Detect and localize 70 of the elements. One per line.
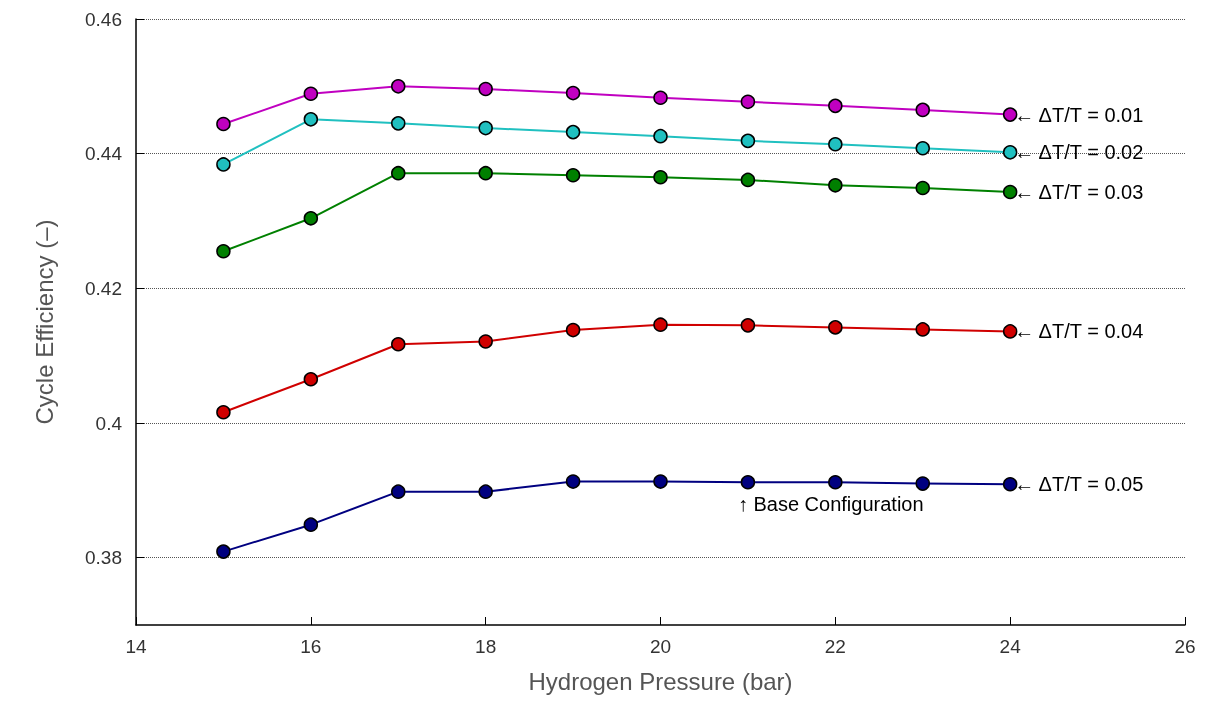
point [1002,107,1018,122]
point [216,404,231,420]
point [915,476,930,491]
x-tick-label: 26 [1174,636,1196,657]
point [653,317,668,332]
point [915,322,930,337]
point [391,116,406,131]
x-tick-label: 14 [125,636,147,657]
point [740,94,756,110]
point [216,544,231,559]
point [478,165,493,181]
point [1002,184,1018,200]
point [653,128,668,144]
x-tick-label: 16 [300,636,322,657]
point [1002,477,1018,492]
point [303,517,319,532]
x-tick-label: 24 [999,636,1022,657]
y-tick-label: 0.38 [85,547,122,569]
point [653,90,668,106]
annotation: ↑ Base Configuration [737,493,924,516]
point [216,116,231,132]
y-tick-label: 0.44 [85,143,123,165]
series-label: ← ΔT/T = 0.05 [1014,473,1144,496]
series-label: ← ΔT/T = 0.03 [1014,181,1144,204]
point [740,172,756,188]
point [1002,145,1018,160]
x-axis-title: Hydrogen Pressure (bar) [528,667,793,695]
point [303,112,319,127]
x-tick-label: 22 [824,636,846,657]
point [478,81,493,97]
point [740,318,756,333]
y-tick-label: 0.42 [85,277,122,299]
x-tick-label: 20 [649,636,672,657]
point [565,474,581,489]
y-tick-label: 0.4 [95,412,123,434]
series-label: ← ΔT/T = 0.01 [1014,103,1144,126]
point [478,334,493,349]
x-tick-label: 18 [475,636,497,657]
point [915,102,930,118]
point [740,133,756,149]
y-tick-label: 0.46 [85,8,122,30]
y-axis-title: Cycle Efficiency (–) [30,219,58,425]
point [478,484,493,499]
point [828,98,843,114]
point [828,136,843,152]
point [828,475,843,490]
point [915,141,930,156]
point [391,336,406,352]
point [1002,324,1018,339]
point [565,85,581,101]
point [653,169,668,185]
point [565,322,581,338]
point [303,211,319,226]
point [391,165,406,181]
point [216,157,231,172]
point [653,474,668,489]
point [303,371,319,387]
point [303,86,319,101]
point [391,79,406,94]
point [915,180,930,196]
point [391,484,406,499]
series-label: ← ΔT/T = 0.04 [1014,320,1144,343]
point [216,244,231,259]
point [828,320,843,335]
point [565,167,581,183]
point [478,120,493,136]
point [740,475,756,490]
series-label: ← ΔT/T = 0.02 [1014,141,1144,164]
point [828,178,843,193]
point [565,124,581,140]
